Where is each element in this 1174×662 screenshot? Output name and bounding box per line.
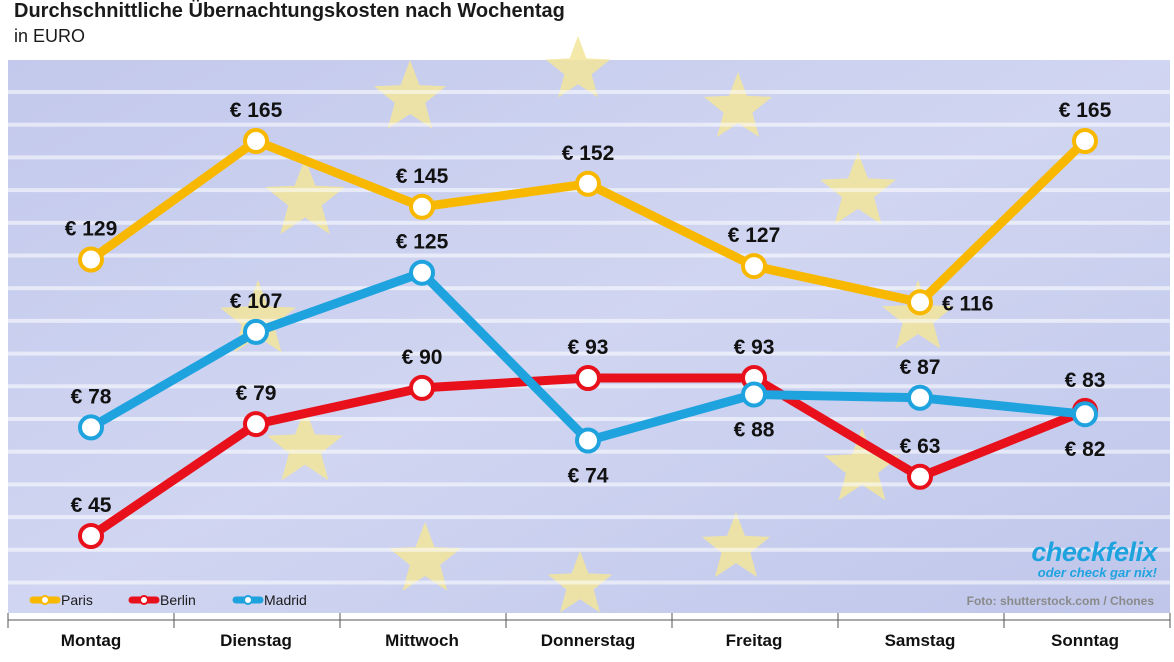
x-tick-label-dienstag: Dienstag — [220, 631, 292, 650]
data-label-paris-freitag: € 127 — [728, 224, 781, 247]
data-label-berlin-donnerstag: € 93 — [568, 336, 609, 359]
x-tick-label-montag: Montag — [61, 631, 121, 650]
point-paris-donnerstag — [575, 170, 601, 197]
point-madrid-mittwoch — [409, 259, 435, 286]
point-madrid-samstag — [907, 384, 933, 411]
data-label-paris-mittwoch: € 145 — [396, 165, 449, 188]
background-star-8 — [267, 408, 343, 481]
legend: Paris Berlin Madrid — [29, 592, 307, 608]
point-madrid-dienstag — [243, 318, 269, 345]
gridline — [8, 547, 1170, 552]
legend-label-madrid: Madrid — [264, 592, 307, 608]
point-paris-dienstag — [243, 128, 269, 154]
x-tick-label-freitag: Freitag — [726, 631, 783, 650]
background-star-2 — [545, 36, 611, 98]
gridline — [8, 286, 1170, 291]
data-label-paris-montag: € 129 — [65, 218, 118, 241]
background-star-6 — [220, 280, 296, 353]
x-tick-label-sonntag: Sonntag — [1051, 631, 1119, 650]
gridline — [8, 122, 1170, 127]
chart-title: Durchschnittliche Übernachtungskosten na… — [14, 0, 565, 22]
legend-label-berlin: Berlin — [160, 592, 196, 608]
point-madrid-montag — [78, 414, 104, 441]
point-paris-montag — [78, 246, 104, 273]
legend-marker-madrid — [243, 595, 253, 605]
gridline — [8, 155, 1170, 160]
brand-logo: checkfelix oder check gar nix! — [1027, 539, 1157, 580]
point-madrid-freitag — [741, 381, 767, 408]
gridline — [8, 253, 1170, 258]
data-label-madrid-samstag: € 87 — [900, 356, 941, 379]
gridline — [8, 318, 1170, 323]
photo-credit: Foto: shutterstock.com / Chones — [966, 594, 1154, 608]
gridline — [8, 482, 1170, 487]
data-label-madrid-donnerstag: € 74 — [568, 465, 609, 488]
gridline — [8, 417, 1170, 421]
background-star-9 — [824, 428, 900, 501]
data-labels: € 129 € 165 € 145 € 152 € 127 € 116 € 165 € 45 €… — [65, 99, 1112, 517]
point-berlin-mittwoch — [409, 374, 435, 401]
point-madrid-donnerstag — [575, 427, 601, 454]
background-star-1 — [373, 60, 447, 129]
series-lines — [78, 128, 1098, 549]
data-label-berlin-montag: € 45 — [71, 494, 112, 517]
brand-slogan: oder check gar nix! — [1037, 565, 1157, 580]
point-paris-samstag — [907, 289, 933, 316]
data-label-paris-dienstag: € 165 — [230, 99, 283, 122]
point-berlin-dienstag — [243, 411, 269, 438]
point-madrid-sonntag — [1072, 401, 1098, 428]
point-paris-sonntag — [1072, 128, 1098, 154]
x-tick-label-samstag: Samstag — [885, 631, 956, 650]
data-label-berlin-samstag: € 63 — [900, 435, 941, 458]
gridline — [8, 580, 1170, 585]
x-tick-label-mittwoch: Mittwoch — [385, 631, 459, 650]
gridline — [8, 351, 1170, 356]
data-label-madrid-dienstag: € 107 — [230, 290, 283, 313]
background-star-10 — [388, 522, 462, 591]
gridline — [8, 220, 1170, 225]
point-paris-mittwoch — [409, 193, 435, 220]
data-label-madrid-montag: € 78 — [71, 385, 112, 408]
data-label-berlin-dienstag: € 79 — [236, 382, 277, 405]
x-tick-label-donnerstag: Donnerstag — [541, 631, 635, 650]
data-label-paris-sonntag: € 165 — [1059, 99, 1112, 122]
x-axis: Montag Dienstag Mittwoch Donnerstag Freitag S… — [7, 613, 1171, 650]
data-label-berlin-sonntag: € 83 — [1065, 369, 1106, 392]
data-label-berlin-freitag: € 93 — [734, 336, 775, 359]
legend-marker-berlin — [139, 595, 149, 605]
point-berlin-montag — [78, 523, 104, 549]
data-label-berlin-mittwoch: € 90 — [402, 346, 443, 369]
gridline — [8, 515, 1170, 520]
legend-label-paris: Paris — [61, 592, 93, 608]
data-label-madrid-sonntag: € 82 — [1065, 438, 1106, 461]
gridline — [8, 90, 1170, 94]
data-label-madrid-mittwoch: € 125 — [396, 231, 449, 254]
brand-name: checkfelix — [1031, 537, 1157, 567]
point-berlin-samstag — [907, 463, 933, 490]
gridline — [8, 613, 1170, 618]
data-label-madrid-freitag: € 88 — [734, 419, 775, 442]
data-label-paris-samstag: € 116 — [942, 292, 993, 315]
legend-marker-paris — [40, 595, 50, 605]
background-star-4 — [265, 158, 345, 234]
point-berlin-donnerstag — [575, 365, 601, 391]
plot-background — [8, 60, 1170, 613]
background-star-12 — [701, 512, 771, 578]
data-label-paris-donnerstag: € 152 — [562, 142, 615, 165]
point-paris-freitag — [741, 253, 767, 280]
background-star-3 — [703, 72, 773, 138]
chart-subtitle: in EURO — [14, 26, 86, 46]
